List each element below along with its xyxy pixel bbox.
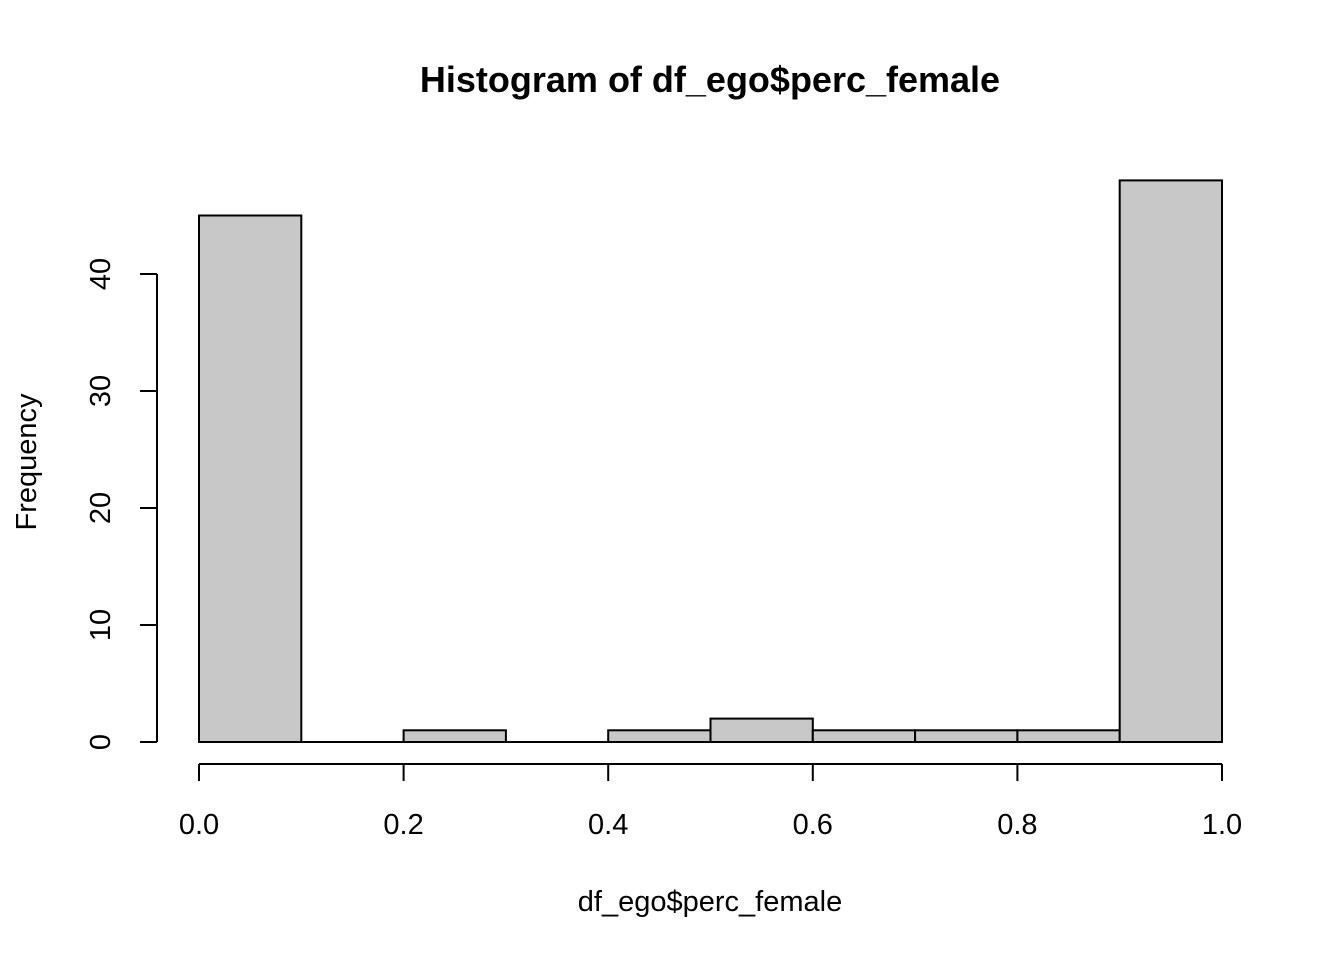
chart-title: Histogram of df_ego$perc_female bbox=[420, 59, 1000, 100]
histogram-bar bbox=[811, 729, 917, 743]
y-tick-label: 0 bbox=[85, 734, 117, 750]
histogram-bar bbox=[198, 214, 303, 743]
x-axis-label: df_ego$perc_female bbox=[578, 886, 842, 918]
x-tick-label: 0.6 bbox=[793, 809, 833, 841]
bars-group bbox=[198, 179, 1223, 743]
y-tick-label: 20 bbox=[85, 492, 117, 524]
y-axis-label: Frequency bbox=[11, 393, 43, 531]
histogram-bar bbox=[914, 729, 1019, 743]
y-axis: 0 10 20 30 40 bbox=[85, 258, 158, 750]
x-tick-label: 1.0 bbox=[1202, 809, 1242, 841]
x-tick-label: 0.8 bbox=[997, 809, 1037, 841]
x-axis: 0.0 0.2 0.4 0.6 0.8 1.0 bbox=[179, 763, 1242, 841]
histogram-bar bbox=[607, 729, 712, 743]
y-tick-label: 30 bbox=[85, 375, 117, 407]
histogram-bar bbox=[709, 717, 814, 743]
x-tick-label: 0.0 bbox=[179, 809, 219, 841]
x-tick-label: 0.2 bbox=[383, 809, 423, 841]
histogram-bar bbox=[402, 729, 507, 743]
y-tick-label: 40 bbox=[85, 258, 117, 290]
y-tick-label: 10 bbox=[85, 609, 117, 641]
x-tick-label: 0.4 bbox=[588, 809, 628, 841]
histogram-bar bbox=[1118, 179, 1223, 743]
histogram-bar bbox=[1016, 729, 1121, 743]
